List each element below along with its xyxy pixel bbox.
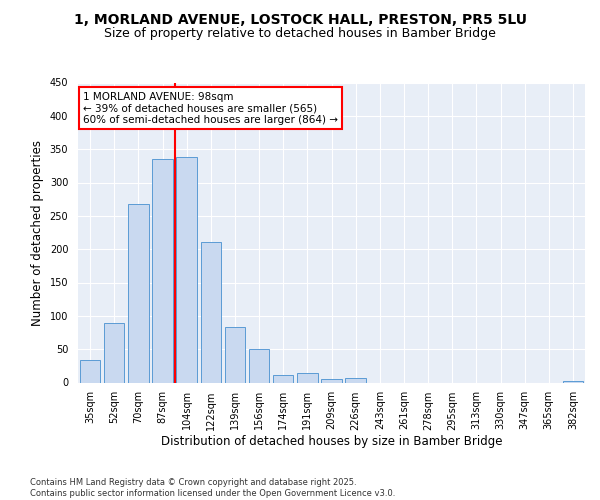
Bar (128, 204, 149, 382)
Text: Contains HM Land Registry data © Crown copyright and database right 2025.
Contai: Contains HM Land Registry data © Crown c… (30, 478, 395, 498)
Bar (104, 322, 124, 382)
Bar (80, 360, 100, 382)
Bar (224, 327, 245, 382)
Y-axis label: Number of detached properties: Number of detached properties (31, 140, 44, 326)
X-axis label: Distribution of detached houses by size in Bamber Bridge: Distribution of detached houses by size … (161, 435, 502, 448)
Bar (273, 375, 293, 382)
Bar (176, 157, 197, 382)
Bar (563, 380, 583, 382)
Text: 1, MORLAND AVENUE, LOSTOCK HALL, PRESTON, PR5 5LU: 1, MORLAND AVENUE, LOSTOCK HALL, PRESTON… (74, 12, 527, 26)
Bar (249, 348, 269, 382)
Text: Size of property relative to detached houses in Bamber Bridge: Size of property relative to detached ho… (104, 28, 496, 40)
Bar (200, 242, 221, 382)
Bar (346, 378, 366, 382)
Bar (321, 378, 342, 382)
Bar (297, 372, 317, 382)
Text: 1 MORLAND AVENUE: 98sqm
← 39% of detached houses are smaller (565)
60% of semi-d: 1 MORLAND AVENUE: 98sqm ← 39% of detache… (83, 92, 338, 124)
Bar (152, 159, 173, 382)
